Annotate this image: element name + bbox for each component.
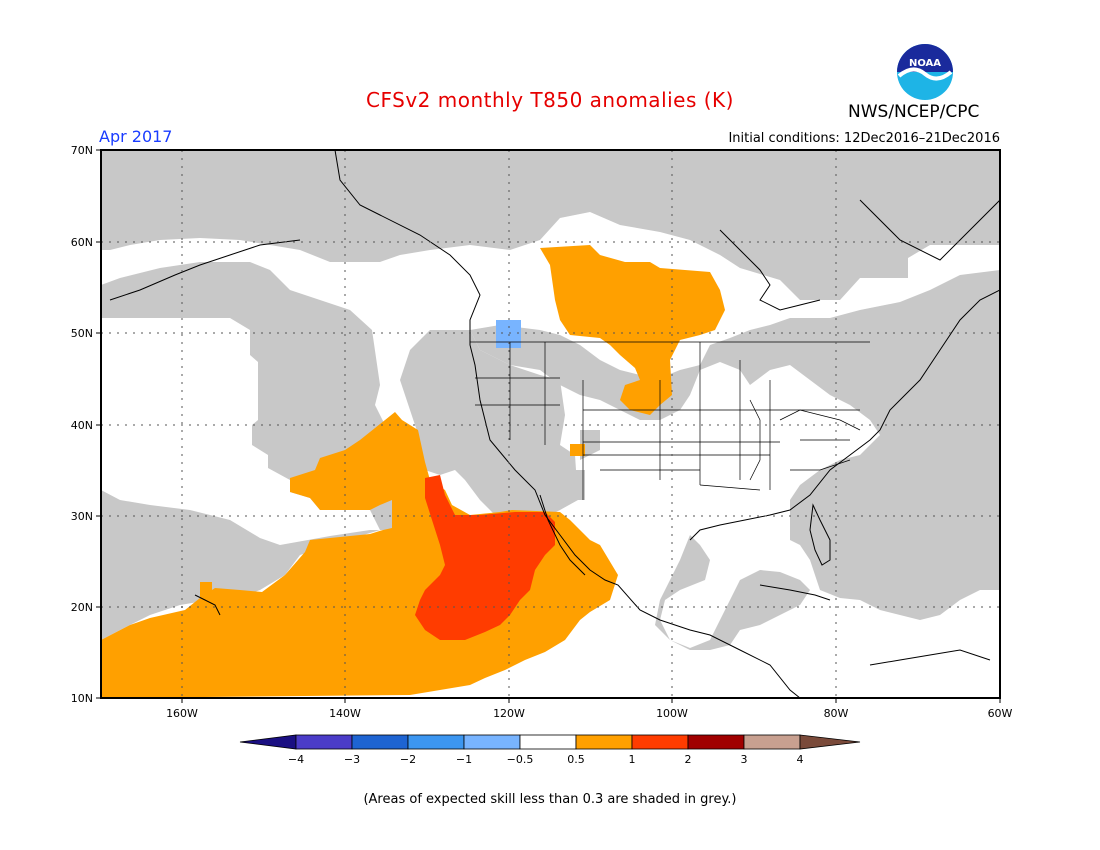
colorbar-lower-arrow — [239, 734, 297, 750]
skill-footnote: (Areas of expected skill less than 0.3 a… — [363, 792, 737, 807]
colorbar-upper-arrow — [799, 734, 861, 750]
lat-label: 60N — [71, 236, 93, 249]
lat-labels: 70N 60N 50N 40N 30N 20N 10N — [71, 144, 93, 705]
lon-label: 140W — [329, 707, 361, 720]
lat-label: 20N — [71, 601, 93, 614]
colorbar-cell — [407, 734, 465, 750]
colorbar-label: −3 — [344, 753, 360, 766]
colorbar-label: 4 — [797, 753, 804, 766]
colorbar-label: 1 — [629, 753, 636, 766]
map-frame — [100, 149, 1001, 699]
colorbar-cell — [295, 734, 353, 750]
colorbar-cell — [575, 734, 633, 750]
lat-label: 70N — [71, 144, 93, 157]
lon-label: 60W — [988, 707, 1013, 720]
map-title: CFSv2 monthly T850 anomalies (K) — [366, 88, 734, 112]
lat-label: 50N — [71, 327, 93, 340]
lat-label: 10N — [71, 692, 93, 705]
axis-ticks — [96, 149, 1001, 703]
colorbar-cell — [351, 734, 409, 750]
initial-conditions: Initial conditions: 12Dec2016–21Dec2016 — [728, 131, 1000, 146]
logo-text: NOAA — [909, 58, 941, 69]
lon-label: 120W — [493, 707, 525, 720]
lon-label: 100W — [656, 707, 688, 720]
colorbar-cell — [519, 734, 577, 750]
colorbar-label: −1 — [456, 753, 472, 766]
colorbar-labels: −4 −3 −2 −1 −0.5 0.5 1 2 3 4 — [288, 753, 804, 766]
forecast-month: Apr 2017 — [99, 127, 173, 146]
colorbar-cell — [743, 734, 801, 750]
colorbar-label: −4 — [288, 753, 304, 766]
colorbar-label: 2 — [685, 753, 692, 766]
colorbar-cell — [631, 734, 689, 750]
lat-label: 30N — [71, 510, 93, 523]
lon-labels: 160W 140W 120W 100W 80W 60W — [166, 707, 1012, 720]
noaa-logo: NOAA — [897, 44, 953, 100]
colorbar-cell — [463, 734, 521, 750]
colorbar-cell — [687, 734, 745, 750]
colorbar — [239, 734, 861, 750]
colorbar-label: −2 — [400, 753, 416, 766]
state-borders — [470, 341, 870, 500]
agency-label: NWS/NCEP/CPC — [848, 102, 980, 122]
lat-label: 40N — [71, 419, 93, 432]
colorbar-label: −0.5 — [507, 753, 534, 766]
colorbar-label: 0.5 — [567, 753, 585, 766]
lon-label: 80W — [824, 707, 849, 720]
warm-anomaly-1-2 — [415, 475, 555, 640]
coastlines — [109, 150, 1000, 698]
lon-label: 160W — [166, 707, 198, 720]
graticule — [101, 150, 1000, 698]
colorbar-label: 3 — [741, 753, 748, 766]
